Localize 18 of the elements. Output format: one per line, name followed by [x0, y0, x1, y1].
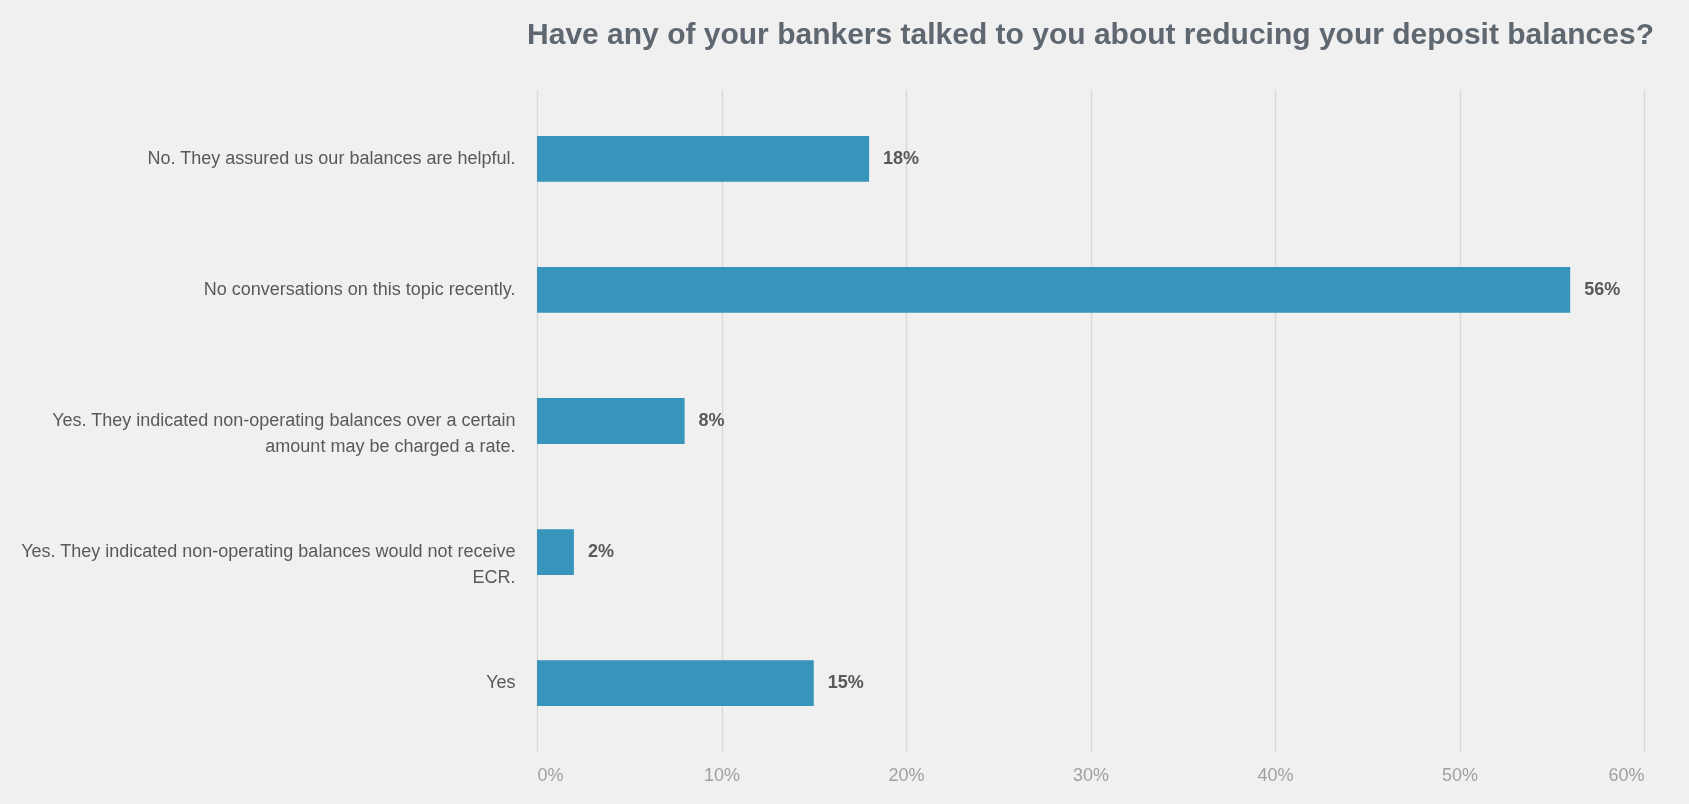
y-tick-label: No conversations on this topic recently. — [203, 278, 516, 299]
chart-title: Have any of your bankers talked to you about reducing your deposit balances? — [527, 17, 1654, 50]
data-label: 56% — [1584, 278, 1621, 299]
x-tick-label: 50% — [1441, 764, 1479, 785]
x-tick-label: 20% — [888, 764, 925, 785]
x-tick-label: 60% — [1608, 764, 1645, 785]
data-label: 2% — [587, 541, 614, 562]
data-label: 15% — [827, 672, 864, 693]
data-label: 18% — [883, 147, 920, 168]
x-tick-label: 10% — [703, 764, 741, 785]
y-tick-label: No. They assured us our balances are helpful. — [147, 147, 516, 168]
x-tick-label: 40% — [1257, 764, 1294, 785]
data-label: 8% — [698, 410, 725, 430]
y-tick-label: Yes — [486, 672, 516, 693]
y-tick-label: Yes. They indicated non-operating balances would not receive ECR. — [21, 541, 516, 588]
x-tick-label: 30% — [1072, 764, 1110, 785]
y-tick-label: Yes. They indicated non-operating balances over a certain amount may be charged a rate. — [52, 410, 516, 456]
x-tick-label: 0% — [537, 764, 564, 785]
